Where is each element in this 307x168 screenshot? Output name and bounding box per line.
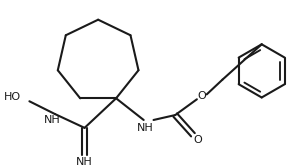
Text: NH: NH xyxy=(44,115,60,125)
Text: NH: NH xyxy=(137,123,154,133)
Text: NH: NH xyxy=(76,157,93,167)
Text: O: O xyxy=(197,91,206,101)
Text: O: O xyxy=(193,135,202,145)
Text: HO: HO xyxy=(3,92,21,102)
